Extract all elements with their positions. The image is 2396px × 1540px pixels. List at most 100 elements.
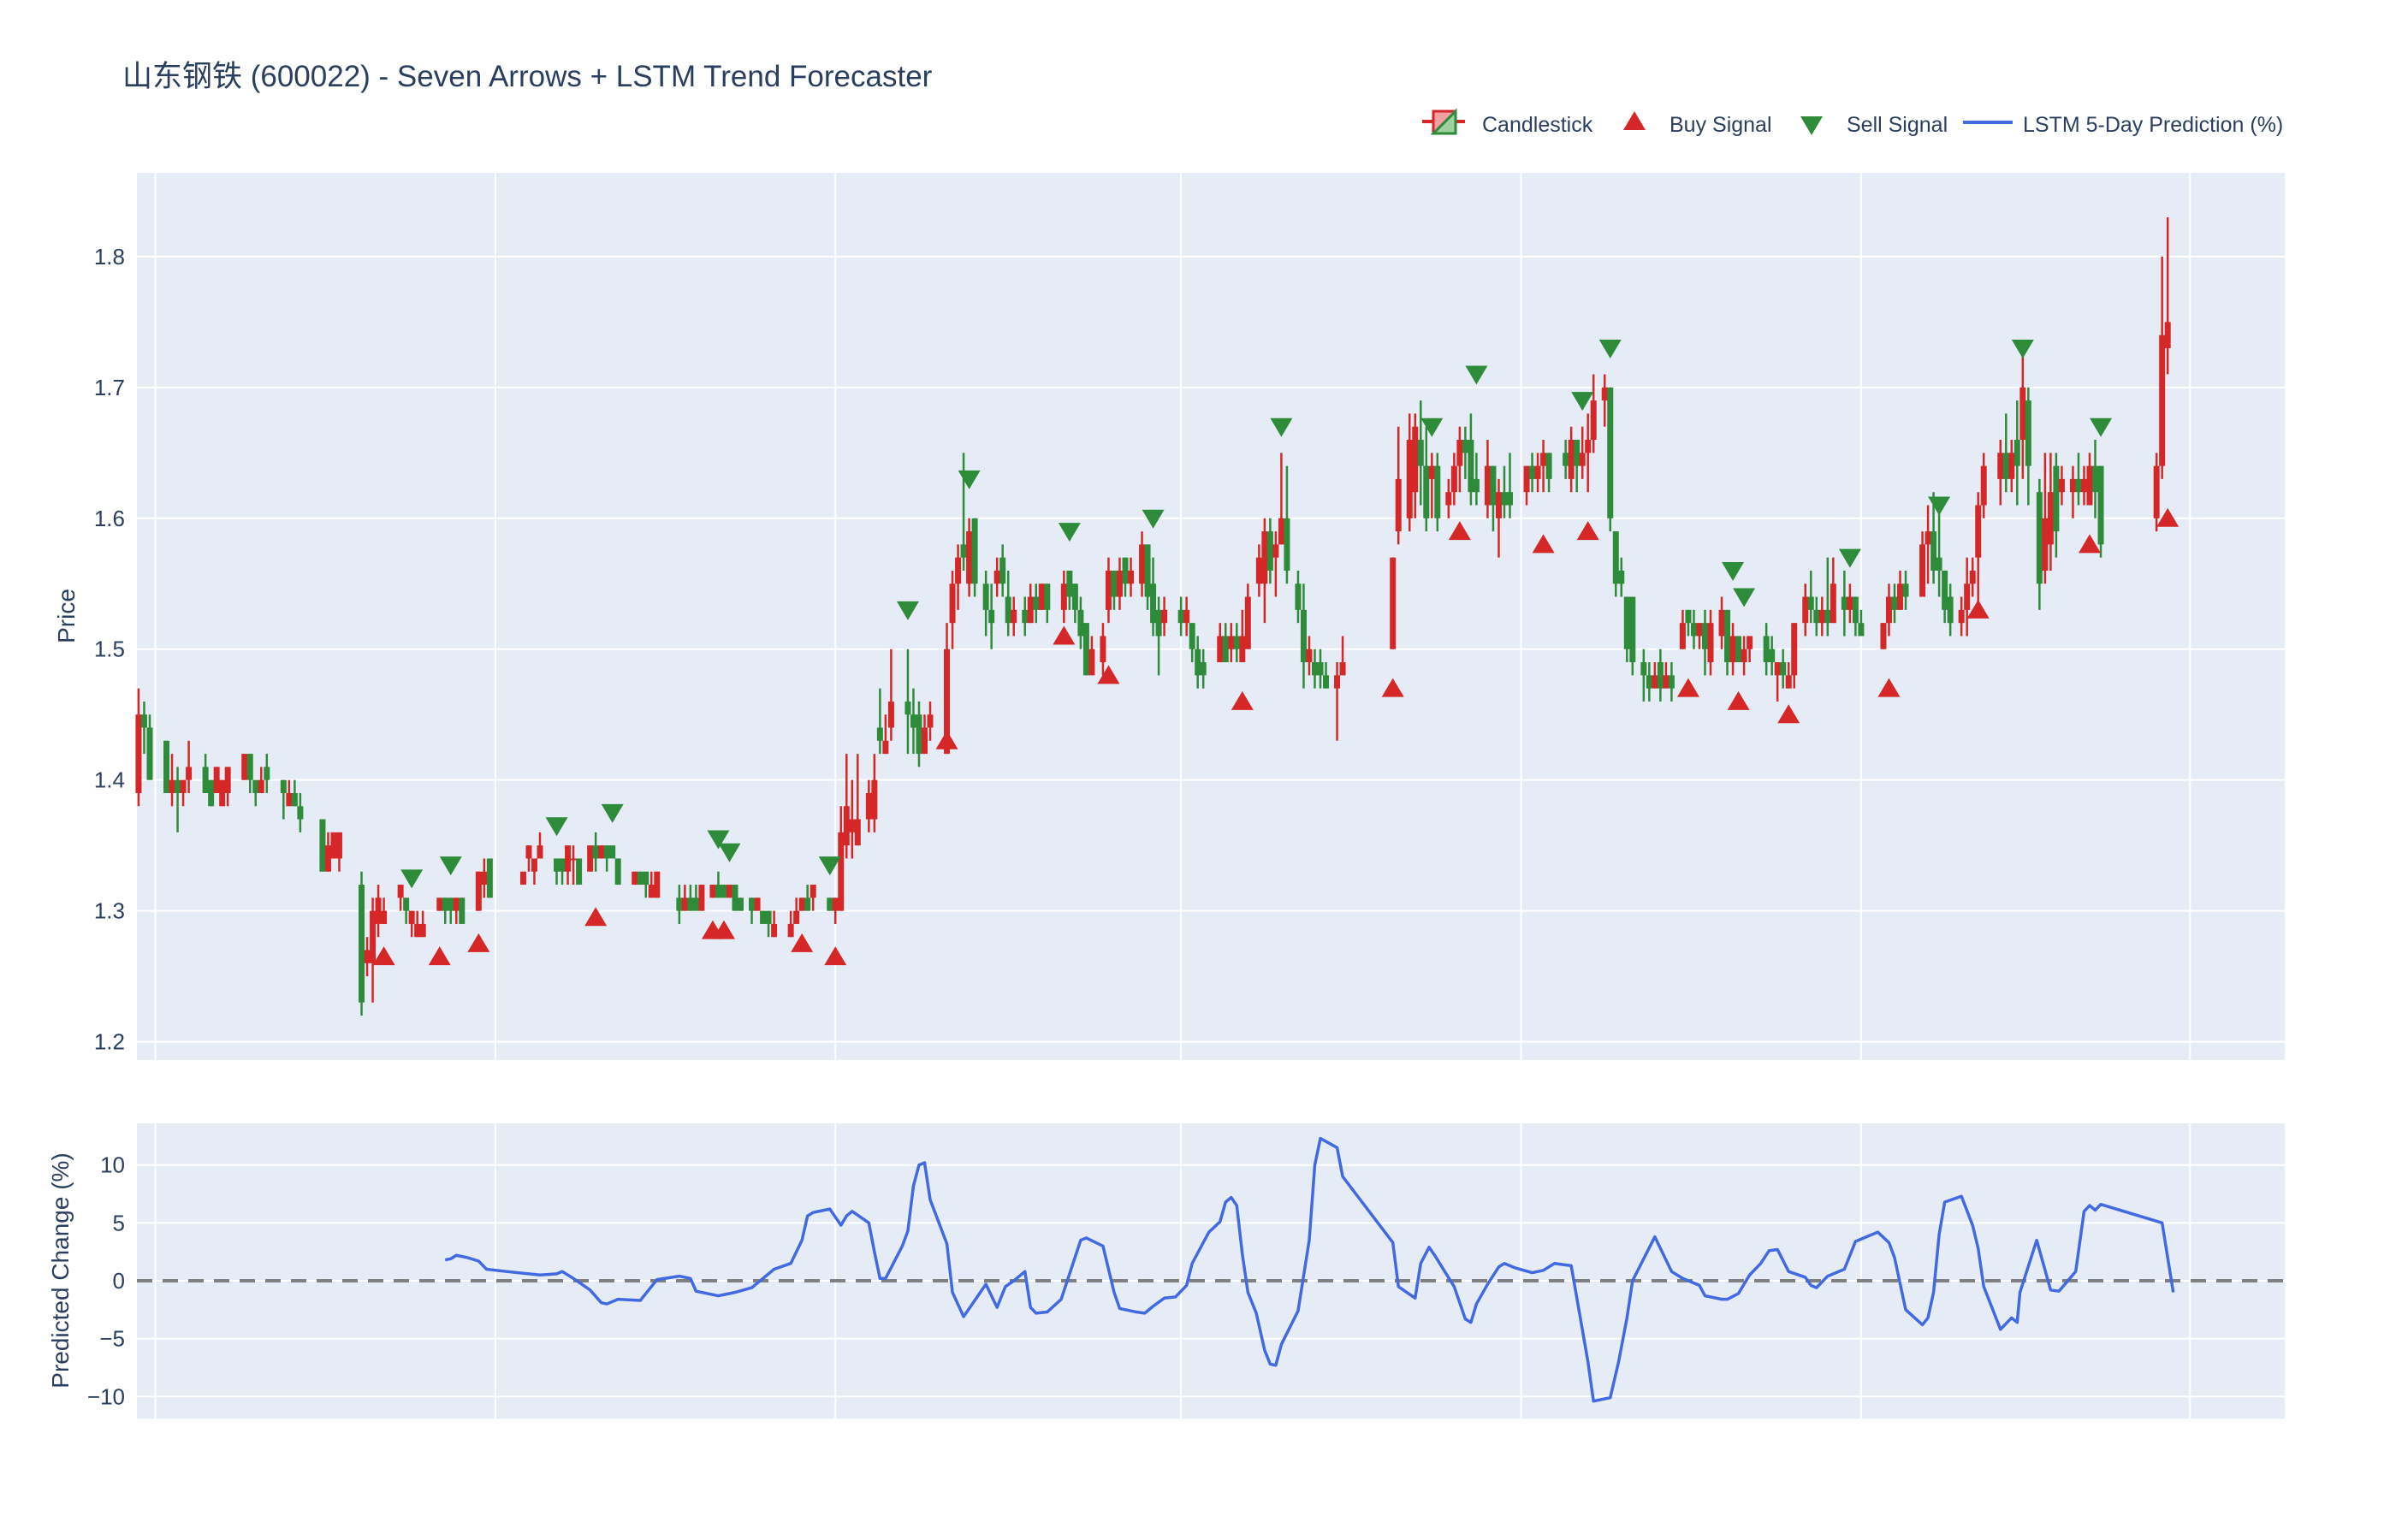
candle bbox=[2086, 453, 2093, 506]
candle-body bbox=[1390, 557, 1397, 649]
sell-signal-marker bbox=[1722, 561, 1745, 581]
candle bbox=[1718, 596, 1725, 649]
candle bbox=[459, 897, 466, 924]
candle-body bbox=[1339, 662, 1346, 676]
legend[interactable]: Candlestick Buy Signal Sell Signal LSTM … bbox=[1422, 108, 2283, 137]
legend-item-lstm[interactable]: LSTM 5-Day Prediction (%) bbox=[1963, 113, 2283, 137]
candle bbox=[330, 832, 337, 859]
buy-signal-marker bbox=[935, 730, 958, 749]
candle bbox=[1011, 596, 1017, 637]
candle-body bbox=[1885, 596, 1892, 624]
candle bbox=[1897, 570, 1904, 610]
candle bbox=[1339, 636, 1346, 676]
candle bbox=[971, 518, 978, 597]
candle-body bbox=[1802, 596, 1809, 624]
candle-body bbox=[1412, 426, 1419, 493]
candle bbox=[224, 767, 231, 807]
candle bbox=[1278, 453, 1284, 545]
candle-body bbox=[1897, 583, 1904, 610]
candle bbox=[1847, 583, 1853, 624]
candle-body bbox=[2002, 453, 2009, 479]
legend-item-candlestick[interactable]: Candlestick bbox=[1422, 108, 1593, 137]
prediction-plot[interactable]: 10 5 0 −5 −10 bbox=[87, 1123, 2285, 1419]
candle bbox=[1044, 583, 1051, 624]
candle bbox=[1763, 623, 1770, 676]
sell-signal-marker bbox=[1838, 548, 1861, 568]
candle bbox=[163, 740, 170, 793]
candle-body bbox=[1545, 453, 1552, 479]
candle-body bbox=[1964, 583, 1971, 610]
candle-body bbox=[754, 897, 761, 911]
candle-body bbox=[175, 779, 181, 793]
candle-body bbox=[1807, 596, 1814, 610]
candle bbox=[1523, 465, 1530, 506]
candle bbox=[486, 858, 493, 898]
candle-body bbox=[1239, 636, 1246, 663]
candle-body bbox=[1585, 440, 1592, 453]
candle bbox=[1980, 453, 1987, 518]
candle-body bbox=[771, 923, 778, 938]
candle-body bbox=[1005, 596, 1011, 624]
candle-body bbox=[1428, 465, 1435, 479]
candle-body bbox=[1925, 531, 1931, 545]
candle-body bbox=[1295, 583, 1302, 610]
candle-body bbox=[1729, 636, 1736, 663]
candle-body bbox=[1830, 583, 1836, 624]
candle-body bbox=[1969, 570, 1976, 584]
candle-body bbox=[1902, 583, 1909, 597]
candle bbox=[1033, 583, 1040, 624]
candle-body bbox=[1088, 649, 1095, 676]
candle bbox=[559, 858, 566, 886]
candle bbox=[1082, 623, 1089, 676]
candle-body bbox=[1066, 570, 1073, 597]
candle-body bbox=[2153, 465, 2160, 518]
candle bbox=[643, 871, 649, 898]
buy-signal-marker bbox=[1231, 690, 1254, 710]
buy-signal-marker bbox=[1676, 678, 1699, 697]
candle-body bbox=[163, 740, 170, 793]
candle-body bbox=[1568, 440, 1575, 479]
legend-item-sell-signal[interactable]: Sell Signal bbox=[1800, 113, 1948, 137]
candle bbox=[397, 885, 404, 911]
candle bbox=[2008, 440, 2015, 493]
candle bbox=[827, 897, 833, 911]
candle-body bbox=[559, 858, 566, 872]
candle bbox=[698, 885, 705, 911]
candle bbox=[1189, 623, 1195, 663]
candle bbox=[1652, 662, 1658, 689]
candle bbox=[1623, 596, 1630, 663]
candle-body bbox=[1763, 636, 1770, 663]
candle bbox=[648, 871, 655, 898]
candle bbox=[1919, 531, 1926, 597]
candle bbox=[1306, 636, 1313, 676]
candle-body bbox=[1100, 636, 1106, 663]
price-plot[interactable]: 1.2 1.3 1.4 1.5 1.6 1.7 1.8 bbox=[94, 173, 2285, 1060]
candle bbox=[754, 897, 761, 911]
candle-body bbox=[1774, 662, 1781, 676]
candle-body bbox=[1022, 609, 1029, 624]
candle-body bbox=[971, 518, 978, 584]
candle bbox=[1607, 387, 1614, 532]
candle-body bbox=[1417, 440, 1424, 466]
candle bbox=[2092, 440, 2099, 518]
candle bbox=[732, 885, 738, 911]
candle bbox=[1506, 453, 1513, 518]
candle-body bbox=[1044, 583, 1051, 610]
candle-body bbox=[1623, 596, 1630, 649]
candle bbox=[202, 754, 209, 793]
candle-body bbox=[1077, 609, 1084, 637]
candle-body bbox=[643, 871, 649, 886]
candle bbox=[1150, 557, 1157, 637]
candle-body bbox=[1663, 675, 1669, 689]
candle bbox=[787, 910, 794, 938]
candle bbox=[876, 688, 883, 755]
candle-body bbox=[1278, 518, 1284, 545]
candle bbox=[921, 714, 928, 755]
candle bbox=[1100, 623, 1106, 676]
candle bbox=[319, 819, 326, 872]
candle bbox=[1696, 623, 1703, 649]
candle bbox=[1830, 557, 1836, 624]
legend-item-buy-signal[interactable]: Buy Signal bbox=[1623, 111, 1772, 137]
candle-body bbox=[910, 714, 916, 728]
candle bbox=[252, 779, 259, 807]
